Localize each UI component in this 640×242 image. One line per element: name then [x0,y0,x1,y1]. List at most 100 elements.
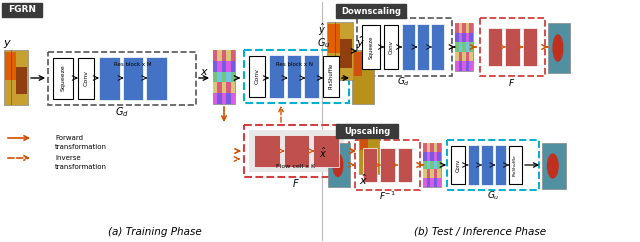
Bar [466,61,469,71]
Bar [437,152,441,161]
Text: Conv: Conv [388,40,394,54]
Bar [469,52,473,61]
Bar [434,178,437,187]
Bar [305,55,319,98]
Bar [431,24,444,70]
Bar [459,33,462,42]
Text: $G_u$: $G_u$ [486,190,499,202]
Bar [434,152,437,161]
Bar [78,58,94,99]
Text: Upscaling: Upscaling [344,127,390,136]
Bar [462,23,466,33]
Bar [423,143,427,152]
Bar [48,52,196,105]
Ellipse shape [552,34,563,62]
Text: Conv: Conv [83,70,88,86]
Bar [230,50,235,61]
Bar [455,33,459,42]
Bar [462,33,466,42]
Bar [466,42,469,52]
Bar [328,143,350,187]
Bar [53,58,73,99]
Bar [352,50,374,104]
Text: Flow cell x K: Flow cell x K [276,165,316,169]
Bar [455,23,459,33]
Text: Forward: Forward [55,135,83,141]
Bar [222,50,226,61]
Bar [147,57,167,100]
Text: transformation: transformation [55,164,107,170]
Bar [462,61,466,71]
Text: Downscaling: Downscaling [341,7,401,15]
Bar [455,23,473,71]
Text: (a) Training Phase: (a) Training Phase [108,227,202,237]
Bar [123,57,143,100]
Text: $G_d$: $G_d$ [397,76,410,88]
Bar [218,72,222,82]
Bar [417,24,429,70]
Bar [222,93,226,104]
Text: PixShuffle: PixShuffle [328,63,333,89]
Text: Squeeze: Squeeze [369,35,374,59]
Bar [230,61,235,72]
Bar [469,61,473,71]
Text: transformation: transformation [55,144,107,150]
Bar [222,72,226,82]
Bar [226,61,230,72]
Text: PixShuffle: PixShuffle [513,154,517,176]
Bar [447,140,539,190]
Bar [5,52,16,80]
Bar [360,129,368,150]
Text: $G_d$: $G_d$ [115,105,129,119]
Bar [434,143,437,152]
Bar [455,42,459,52]
Bar [523,28,537,66]
Bar [336,4,406,18]
Bar [462,42,466,52]
Bar [466,52,469,61]
Bar [437,161,441,169]
Text: $y$: $y$ [3,38,12,50]
Bar [459,42,462,52]
Bar [99,57,120,100]
Bar [468,145,479,185]
Bar [455,61,459,71]
Bar [244,125,349,177]
Bar [213,93,218,104]
Text: $\hat{y}$: $\hat{y}$ [318,22,326,38]
Bar [437,169,441,178]
Bar [328,24,340,53]
Bar [469,42,473,52]
Bar [226,72,230,82]
Bar [2,3,42,17]
Bar [542,143,566,189]
Bar [230,82,235,93]
Bar [336,124,398,138]
Bar [327,22,353,80]
Bar [430,161,434,169]
Text: Inverse: Inverse [55,155,81,161]
Bar [430,143,434,152]
Bar [314,135,339,167]
Bar [459,52,462,61]
Bar [16,67,27,94]
Bar [254,135,280,167]
Bar [548,23,570,73]
Bar [222,61,226,72]
Bar [423,152,427,161]
Bar [340,39,352,68]
Bar [427,161,430,169]
Bar [430,169,434,178]
Bar [427,178,430,187]
Bar [213,61,218,72]
Bar [488,28,502,66]
Bar [469,23,473,33]
Ellipse shape [547,153,559,179]
Bar [357,18,452,76]
Bar [222,82,226,93]
Text: $x$: $x$ [200,67,209,77]
Bar [459,23,462,33]
Text: Conv: Conv [255,68,259,84]
Text: $\hat{x}$: $\hat{x}$ [358,173,367,187]
Bar [218,50,222,61]
